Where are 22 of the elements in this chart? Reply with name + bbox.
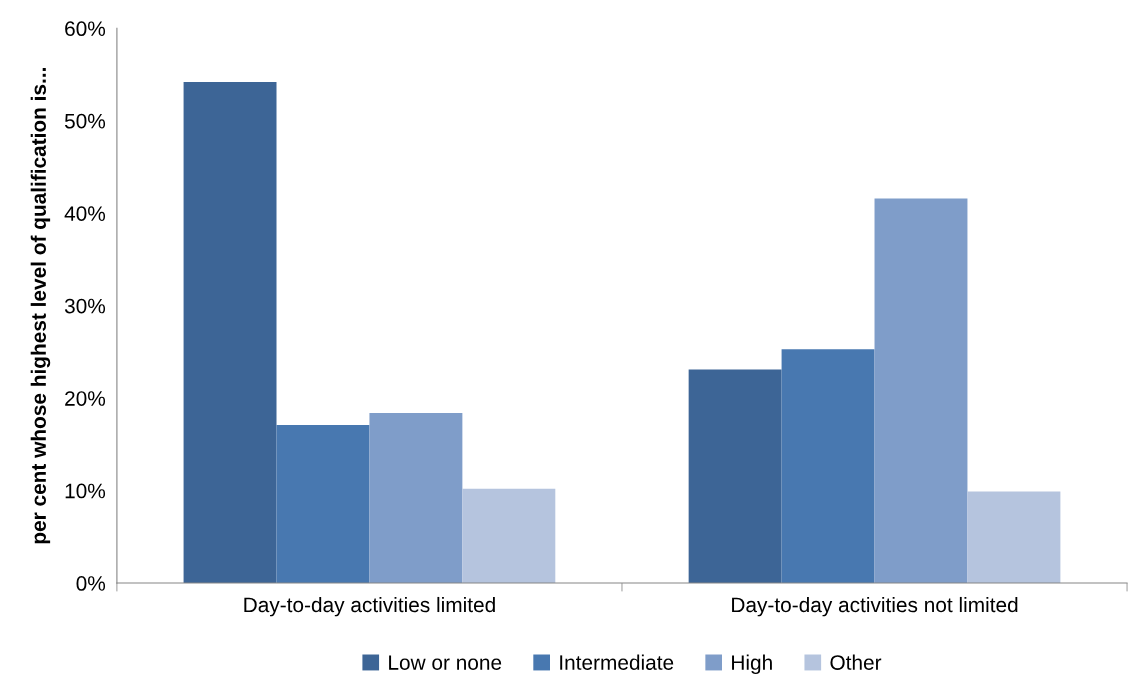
- y-tick-label: 20%: [65, 391, 106, 406]
- bar: [967, 491, 1061, 584]
- y-tick-label: 60%: [65, 21, 106, 37]
- bar: [781, 349, 875, 584]
- x-tick-label: Day-to-day activities limited: [244, 596, 495, 617]
- bar: [183, 81, 277, 584]
- legend-label: Low or none: [389, 655, 502, 670]
- bar: [874, 198, 968, 584]
- y-tick-label: 10%: [65, 483, 106, 499]
- bar: [462, 488, 556, 584]
- legend-label: High: [732, 654, 772, 675]
- x-tick-label: Day-to-day activities not limited: [732, 596, 1018, 617]
- legend-label: Intermediate: [560, 654, 674, 670]
- bar: [369, 412, 463, 584]
- y-axis-title: per cent whose highest level of qualification is...: [30, 68, 51, 544]
- y-tick-label: 40%: [64, 206, 106, 221]
- bar: [276, 424, 370, 584]
- legend-label: Other: [830, 654, 882, 670]
- y-tick-label: 0%: [76, 576, 106, 591]
- bar: [688, 369, 782, 584]
- y-tick-label: 50%: [64, 113, 106, 129]
- y-tick-label: 30%: [64, 298, 106, 314]
